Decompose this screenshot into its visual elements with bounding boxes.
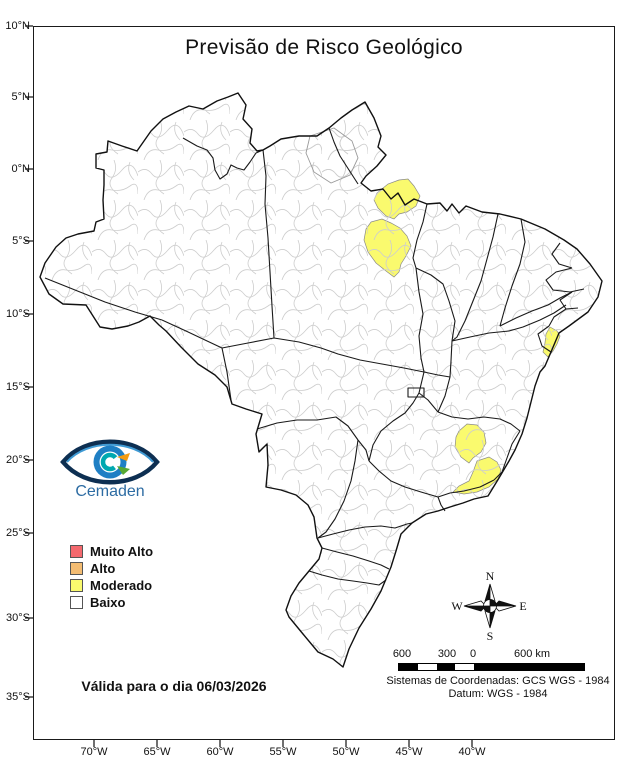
lat-label: 30°S xyxy=(6,612,30,624)
page-title: Previsão de Risco Geológico xyxy=(185,36,463,59)
cemaden-logo: Cemaden xyxy=(60,439,160,500)
legend-swatch-muito-alto xyxy=(70,545,83,558)
compass-south-label: S xyxy=(487,629,494,642)
logo-eye-highlight xyxy=(66,443,154,463)
lat-label: 35°S xyxy=(6,691,30,703)
axis-ticks xyxy=(25,25,473,747)
lat-label: 0°N xyxy=(11,163,30,175)
logo-orange-accent xyxy=(117,453,130,461)
legend-label: Muito Alto xyxy=(90,544,154,559)
lon-label: 70°W xyxy=(80,746,108,758)
lon-label: 40°W xyxy=(458,746,486,758)
lat-label: 5°S xyxy=(12,235,30,247)
coordinate-system-note: Sistemas de Coordenadas: GCS WGS - 1984 … xyxy=(372,675,624,701)
lat-label: 10°N xyxy=(5,20,30,32)
brazil-country-outline xyxy=(39,92,603,668)
lon-label: 45°W xyxy=(395,746,423,758)
legend-label: Baixo xyxy=(90,595,126,610)
lon-label: 60°W xyxy=(206,746,234,758)
state-boundaries xyxy=(44,127,585,586)
legend-swatch-moderado xyxy=(70,579,83,592)
validity-note: Válida para o dia 06/03/2026 xyxy=(81,678,267,694)
legend-item-alto: Alto xyxy=(70,560,153,577)
legend-label: Moderado xyxy=(90,578,153,593)
scale-label: 0 xyxy=(469,648,477,660)
scale-bar: 600 300 0 600 km xyxy=(393,648,588,674)
coordinate-system-line1: Sistemas de Coordenadas: GCS WGS - 1984 xyxy=(386,675,610,687)
legend-item-baixo: Baixo xyxy=(70,594,153,611)
lat-label: 15°S xyxy=(6,381,30,393)
compass-north-label: N xyxy=(486,570,495,583)
lat-label: 20°S xyxy=(6,454,30,466)
scale-label: 300 xyxy=(437,648,457,660)
scale-label: 600 xyxy=(392,648,412,660)
municipal-boundaries-texture xyxy=(40,93,602,667)
lat-label: 5°N xyxy=(11,91,30,103)
legend-item-muito-alto: Muito Alto xyxy=(70,543,153,560)
marajo-island xyxy=(305,127,359,184)
scale-label: 600 km xyxy=(513,648,551,660)
coordinate-system-line2: Datum: WGS - 1984 xyxy=(448,688,548,700)
compass-west-label: W xyxy=(451,599,463,613)
legend-item-moderado: Moderado xyxy=(70,577,153,594)
distrito-federal-boundary xyxy=(407,387,425,398)
logo-green-accent xyxy=(117,466,130,475)
lon-label: 50°W xyxy=(332,746,360,758)
lat-label: 25°S xyxy=(6,527,30,539)
compass-rose: N S E W xyxy=(451,570,526,642)
logo-wordmark: Cemaden xyxy=(75,483,144,500)
risk-legend: Muito Alto Alto Moderado Baixo xyxy=(70,543,153,611)
map-frame xyxy=(33,26,615,740)
lon-label: 55°W xyxy=(269,746,297,758)
legend-swatch-alto xyxy=(70,562,83,575)
lat-label: 10°S xyxy=(6,308,30,320)
compass-east-label: E xyxy=(519,599,526,613)
legend-label: Alto xyxy=(90,561,116,576)
legend-swatch-baixo xyxy=(70,596,83,609)
lon-label: 65°W xyxy=(143,746,171,758)
scale-bar-graphic xyxy=(398,663,585,671)
